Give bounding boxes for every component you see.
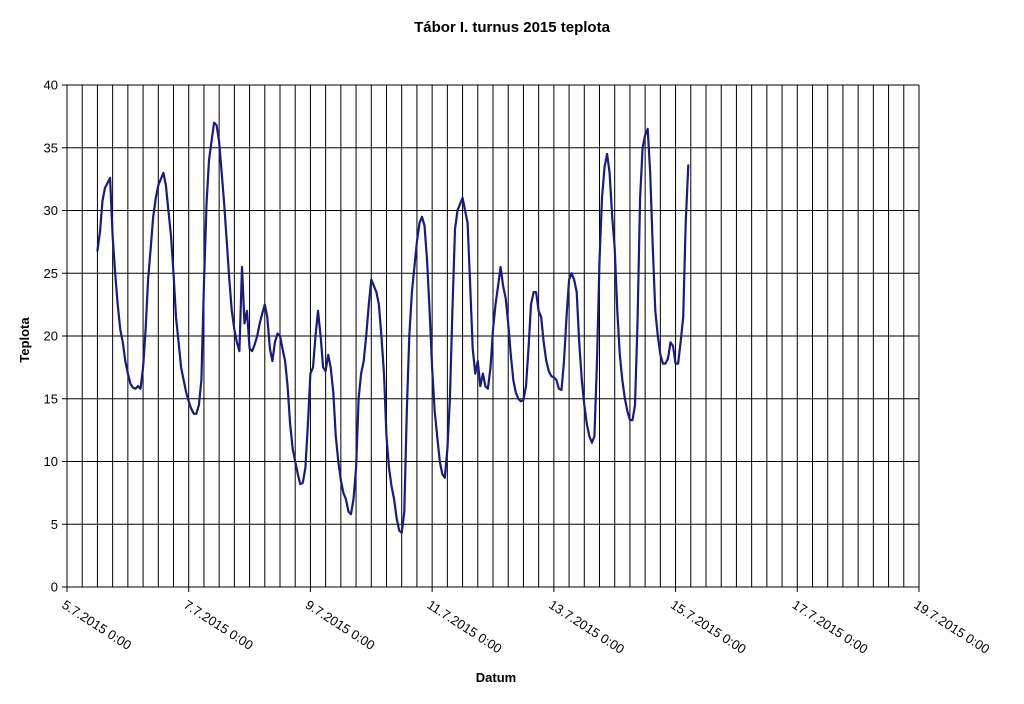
x-tick-label: 17.7.2015 0:00	[790, 597, 871, 657]
grid	[67, 84, 920, 587]
y-tick-label: 30	[44, 203, 58, 218]
y-tick-label: 40	[44, 78, 58, 93]
x-tick-label: 5.7.2015 0:00	[59, 597, 134, 653]
x-tick-label: 19.7.2015 0:00	[911, 597, 992, 657]
x-tick-label: 15.7.2015 0:00	[668, 597, 749, 657]
x-tick-label: 7.7.2015 0:00	[181, 597, 256, 653]
y-tick-label: 25	[44, 266, 58, 281]
y-axis-title: Teplota	[17, 317, 32, 363]
y-tick-label: 20	[44, 329, 58, 344]
x-axis-title: Datum	[476, 670, 516, 685]
y-tick-label: 5	[51, 517, 58, 532]
series	[96, 121, 690, 535]
y-tick-labels: 0 5 10 15 20 25 30 35 40	[44, 78, 67, 595]
x-tick-label: 13.7.2015 0:00	[546, 597, 627, 657]
temperature-series-line	[96, 121, 690, 535]
x-tick-label: 11.7.2015 0:00	[425, 597, 505, 656]
x-tick-label: 9.7.2015 0:00	[303, 597, 378, 653]
y-tick-label: 15	[44, 391, 58, 406]
y-tick-label: 0	[51, 580, 58, 595]
y-tick-label: 10	[44, 454, 58, 469]
y-tick-label: 35	[44, 140, 58, 155]
chart-title: Tábor I. turnus 2015 teplota	[414, 19, 611, 36]
x-tick-labels: 5.7.2015 0:00 7.7.2015 0:00 9.7.2015 0:00 1…	[59, 587, 992, 657]
